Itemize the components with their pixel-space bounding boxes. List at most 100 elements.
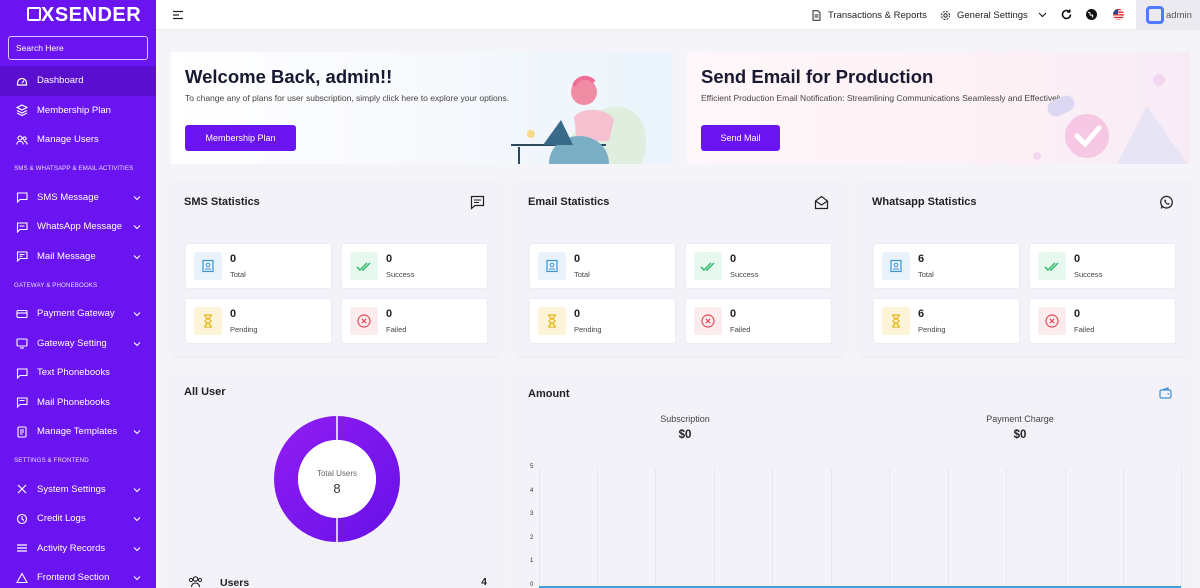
y-tick-label: 2: [530, 535, 534, 541]
failed-x-icon: [1038, 307, 1066, 335]
stat-label: Pending: [574, 325, 602, 334]
mail-icon: [16, 250, 28, 263]
gear-icon: [941, 10, 950, 20]
welcome-illustration: [511, 75, 647, 164]
layers-icon: [16, 104, 28, 117]
us-flag-icon[interactable]: [1112, 8, 1125, 21]
user-name: admin: [1166, 9, 1192, 21]
sidebar-item-text-phonebooks[interactable]: Text Phonebooks: [0, 358, 156, 388]
mailbook-icon: [16, 396, 28, 409]
logo-mark-icon: [27, 7, 41, 21]
stat-success: 0 Success: [341, 243, 488, 289]
sidebar-item-label: Credit Logs: [37, 513, 86, 525]
chevron-down-icon: [133, 517, 141, 522]
stat-value: 0: [1074, 308, 1081, 320]
section-heading-activities: SMS & WHATSAPP & EMAIL ACTIVITIES: [14, 165, 134, 172]
refresh-icon[interactable]: [1060, 8, 1073, 21]
template-icon: [16, 426, 28, 438]
sidebar-item-mail-message[interactable]: Mail Message: [0, 242, 156, 272]
globe-icon[interactable]: [1085, 8, 1098, 21]
sidebar-item-credit-logs[interactable]: Credit Logs: [0, 504, 156, 534]
stat-value: 0: [386, 253, 393, 265]
chart-gridline: [1181, 468, 1182, 588]
sidebar-item-dashboard[interactable]: Dashboard: [0, 66, 156, 96]
whatsapp-icon: [1160, 195, 1173, 209]
sidebar-item-mail-phonebooks[interactable]: Mail Phonebooks: [0, 388, 156, 418]
welcome-banner: Welcome Back, admin!! To change any of p…: [171, 52, 673, 164]
sidebar-item-label: System Settings: [37, 483, 106, 495]
card-title: Amount: [528, 388, 570, 400]
logo-text: XSENDER: [41, 3, 142, 26]
wallet-icon[interactable]: [1159, 387, 1172, 400]
section-heading-gateway: GATEWAY & PHONEBOOKS: [14, 281, 98, 289]
sidebar-item-whatsapp-message[interactable]: WhatsApp Message: [0, 212, 156, 242]
donut-center-value: 8: [333, 481, 341, 496]
chart-gridline: [1065, 468, 1066, 588]
app-logo[interactable]: XSENDER: [0, 0, 156, 30]
sidebar-item-manage-users[interactable]: Manage Users: [0, 125, 156, 155]
sidebar-item-label: Dashboard: [37, 75, 84, 87]
sidebar-item-label: Activity Records: [37, 542, 106, 554]
sidebar-item-manage-templates[interactable]: Manage Templates: [0, 417, 156, 447]
stat-value: 0: [386, 308, 393, 320]
sidebar-item-frontend-section[interactable]: Frontend Section: [0, 563, 156, 588]
sidebar-item-label: Gateway Setting: [37, 337, 107, 349]
card-title: Email Statistics: [528, 196, 610, 208]
chevron-down-icon: [133, 254, 141, 259]
chevron-down-icon: [133, 487, 141, 492]
stat-label: Success: [386, 270, 415, 279]
donut-center-label: Total Users: [316, 469, 357, 478]
stat-label: Failed: [1074, 325, 1095, 334]
sidebar-item-label: Manage Templates: [37, 426, 118, 438]
user-menu[interactable]: admin: [1136, 0, 1200, 30]
send-email-text: Efficient Production Email Notification:…: [701, 93, 1064, 103]
chart-gridline: [1006, 468, 1007, 588]
search-input[interactable]: Search Here: [8, 36, 148, 60]
chevron-down-icon: [133, 546, 141, 551]
stat-value: 0: [574, 308, 581, 320]
card-title: All User: [184, 386, 226, 398]
sidebar-item-membership-plan[interactable]: Membership Plan: [0, 96, 156, 126]
send-email-banner: Send Email for Production Efficient Prod…: [687, 52, 1190, 164]
general-settings-link[interactable]: General Settings: [940, 0, 1028, 30]
sidebar-item-payment-gateway[interactable]: Payment Gateway: [0, 299, 156, 329]
sidebar-item-label: Frontend Section: [37, 572, 110, 584]
chart-gridline: [1123, 468, 1124, 588]
send-email-title: Send Email for Production: [701, 66, 934, 87]
general-settings-label: General Settings: [957, 9, 1028, 21]
ticket-icon: [194, 252, 222, 280]
card-title: Whatsapp Statistics: [872, 196, 977, 208]
subscription-label: Subscription: [660, 414, 710, 424]
message-icon: [470, 195, 485, 210]
chart-gridline: [831, 468, 832, 588]
send-mail-button[interactable]: Send Mail: [701, 125, 780, 151]
stat-pending: 6 Pending: [873, 298, 1020, 344]
y-tick-label: 1: [530, 558, 534, 564]
sidebar-item-gateway-setting[interactable]: Gateway Setting: [0, 329, 156, 359]
double-check-icon: [694, 252, 722, 280]
stat-label: Success: [1074, 270, 1103, 279]
sidebar-item-sms-message[interactable]: SMS Message: [0, 183, 156, 213]
transactions-label: Transactions & Reports: [828, 9, 927, 21]
membership-plan-button[interactable]: Membership Plan: [185, 125, 296, 151]
sidebar-item-system-settings[interactable]: System Settings: [0, 475, 156, 505]
stat-value: 6: [918, 253, 925, 265]
section-heading-settings: SETTINGS & FRONTEND: [14, 457, 89, 464]
chart-gridline: [539, 468, 540, 588]
email-statistics-card: Email Statistics 0 Total 0 Success 0 Pen…: [515, 180, 845, 356]
sidebar-item-label: Text Phonebooks: [37, 367, 110, 379]
failed-x-icon: [694, 307, 722, 335]
transactions-reports-link[interactable]: Transactions & Reports: [811, 0, 927, 30]
sidebar-item-label: WhatsApp Message: [37, 221, 123, 233]
welcome-title: Welcome Back, admin!!: [185, 66, 393, 87]
chart-baseline: [539, 586, 1181, 588]
stat-value: 0: [730, 253, 737, 265]
stat-pending: 0 Pending: [529, 298, 676, 344]
payment-charge-value: $0: [1013, 429, 1027, 441]
y-tick-label: 3: [530, 511, 534, 517]
list-icon: [16, 542, 28, 554]
sidebar-item-activity-records[interactable]: Activity Records: [0, 534, 156, 564]
menu-toggle-icon[interactable]: [172, 9, 184, 21]
chevron-down-icon[interactable]: [1036, 8, 1049, 21]
hourglass-icon: [538, 307, 566, 335]
